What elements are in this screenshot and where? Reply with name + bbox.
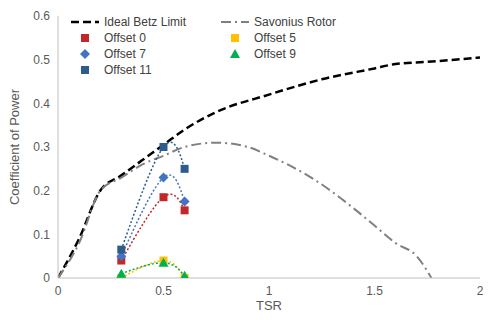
svg-text:TSR: TSR <box>256 298 282 312</box>
html-text:Offset 11: Offset 11 <box>104 62 152 77</box>
svg-text:0.5: 0.5 <box>33 53 50 67</box>
svg-text:0.3: 0.3 <box>33 140 50 154</box>
svg-text:Coefficient of Power: Coefficient of Power <box>8 88 22 205</box>
svg-text:0.1: 0.1 <box>33 228 50 242</box>
svg-text:0.4: 0.4 <box>33 97 50 111</box>
html-text:Offset 0: Offset 0 <box>104 30 146 45</box>
svg-text:1.5: 1.5 <box>366 284 383 298</box>
html-text:Ideal Betz Limit: Ideal Betz Limit <box>104 14 186 29</box>
html-text:Offset 5: Offset 5 <box>254 30 296 45</box>
svg-text:2: 2 <box>477 284 484 298</box>
html-text:Savonius Rotor: Savonius Rotor <box>254 14 336 29</box>
html-text:Offset 7: Offset 7 <box>104 46 146 61</box>
svg-text:1: 1 <box>266 284 273 298</box>
svg-text:0.6: 0.6 <box>33 9 50 23</box>
svg-text:0: 0 <box>43 271 50 285</box>
svg-text:0.2: 0.2 <box>33 184 50 198</box>
svg-text:0: 0 <box>55 284 62 298</box>
html-text:Offset 9: Offset 9 <box>254 46 296 61</box>
svg-text:0.5: 0.5 <box>155 284 172 298</box>
